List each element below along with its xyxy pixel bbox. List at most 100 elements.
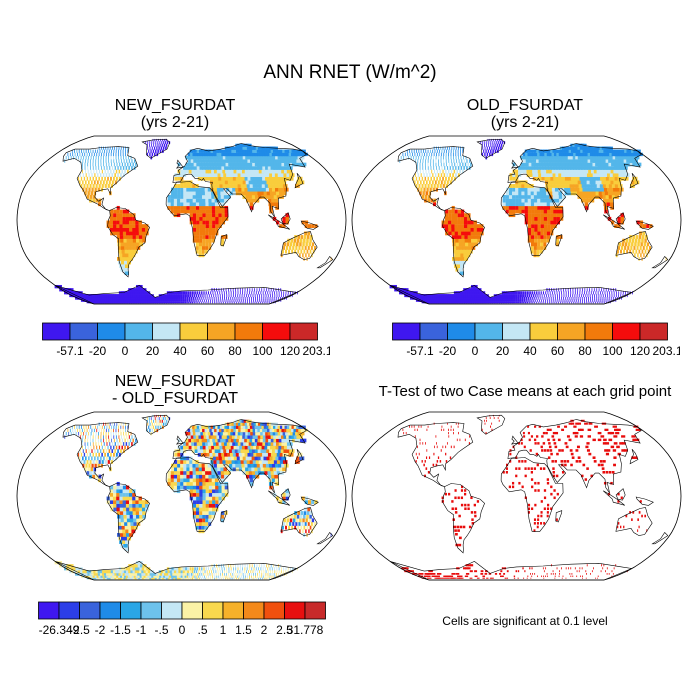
panel-title-old-line2: (yrs 2-21) (490, 114, 560, 131)
panel-title-new-line1: NEW_FSURDAT (114, 97, 236, 114)
colorbar-swatch (179, 322, 208, 341)
colorbar-tick-label: 1 (220, 623, 227, 637)
coastline-new-guinea (300, 496, 319, 506)
colorbar-swatch (447, 322, 476, 341)
colorbar-swatch (69, 322, 98, 341)
coastline-new-guinea (635, 220, 654, 230)
colorbar-swatch (584, 322, 613, 341)
colorbar-tick-label: 60 (551, 344, 565, 358)
coastline-borneo (615, 488, 626, 501)
coastline-new-zealand (316, 532, 334, 545)
coastlines (55, 138, 334, 305)
map-difference (16, 411, 347, 581)
colorbar-tick-label: 60 (201, 344, 215, 358)
colorbar-swatch (234, 322, 263, 341)
coastline-madagascar (220, 510, 228, 523)
colorbar-tick-label: 100 (602, 344, 622, 358)
colorbar-swatch (284, 601, 306, 620)
colorbar-diff: -26.349-2.5 -2 -1.5 -1 -.5 0 .5 1 1.5 2 2.531.778 (38, 601, 326, 637)
colorbar-tick-label: 0 (122, 344, 129, 358)
colorbar-swatch (42, 322, 71, 341)
colorbar-swatch (58, 601, 80, 620)
map-outline (16, 411, 347, 581)
figure-title: ANN RNET (W/m^2) (263, 62, 437, 83)
colorbar-tick-label: 0 (179, 623, 186, 637)
coastlines (390, 138, 669, 305)
coastline-borneo (280, 212, 291, 225)
colorbar-swatch (474, 322, 503, 341)
significance-note: Cells are significant at 0.1 level (442, 614, 608, 628)
coastline-south-america (442, 207, 485, 278)
panel-title-diff-line1: NEW_FSURDAT (114, 373, 236, 390)
colorbar-swatch (152, 322, 181, 341)
colorbar-tick-label: -57.1 (406, 344, 434, 358)
coastline-indonesia (267, 214, 290, 230)
colorbar-swatch (97, 322, 126, 341)
coastlines (55, 414, 334, 581)
coastline-south-america (107, 207, 150, 278)
coastline-new-zealand (651, 532, 669, 545)
panel-title-old: OLD_FSURDAT (yrs 2-21) (350, 97, 700, 131)
coastline-greenland (476, 414, 506, 435)
colorbar-tick-label: 2 (261, 623, 268, 637)
map-grid-cells (54, 138, 332, 304)
colorbar-swatch (207, 322, 236, 341)
map-grid-cells (54, 414, 332, 580)
colorbar-swatch (243, 601, 265, 620)
colorbar-tick-label: -20 (439, 344, 457, 358)
coastline-madagascar (555, 234, 563, 247)
coastline-japan (629, 449, 639, 465)
colorbar-tick-label: 0 (472, 344, 479, 358)
colorbar-tick-label: 2.5 (276, 623, 293, 637)
coastline-eurasia (172, 143, 307, 218)
coastline-indonesia (602, 490, 625, 506)
coastline-new-zealand (651, 256, 669, 269)
colorbar-tick-label: 120 (280, 344, 300, 358)
coastline-madagascar (555, 510, 563, 523)
panel-title-ttest: T-Test of two Case means at each grid po… (378, 383, 672, 400)
coastline-new-guinea (300, 220, 319, 230)
colorbar-tick-label: 20 (496, 344, 510, 358)
map-outline (351, 135, 682, 305)
coastline-great-britain (175, 435, 184, 445)
coastline-north-america (62, 422, 139, 487)
coastline-great-britain (510, 159, 519, 169)
colorbar-swatch (202, 601, 224, 620)
colorbar-swatch (392, 322, 421, 341)
colorbar-tick-label: -57.1 (56, 344, 84, 358)
coastline-antarctica (390, 285, 633, 305)
coastline-australia (615, 231, 653, 260)
coastline-south-america (107, 483, 150, 554)
coastline-borneo (615, 212, 626, 225)
map-grid-cells (389, 138, 667, 304)
colorbar-tick-label: -.5 (154, 623, 168, 637)
colorbar-tick-label: -2 (95, 623, 106, 637)
panel-title-old-line1: OLD_FSURDAT (466, 97, 584, 114)
coastline-africa (500, 457, 564, 532)
colorbar-swatch (161, 601, 183, 620)
colorbar-swatch (612, 322, 641, 341)
map-outline (351, 411, 682, 581)
colorbar-tick-label: 80 (228, 344, 242, 358)
colorbar-tick-label: 40 (523, 344, 537, 358)
map-new-fsurdat (16, 135, 347, 305)
coastline-great-britain (175, 159, 184, 169)
colorbar-tick-label: 1.5 (235, 623, 252, 637)
map-outline (16, 135, 347, 305)
coastline-great-britain (510, 435, 519, 445)
colorbar-tick-label: 20 (146, 344, 160, 358)
colorbar-tick-label: -2.5 (69, 623, 90, 637)
colorbar-tick-label: 31.778 (287, 623, 324, 637)
colorbar-swatch (262, 322, 291, 341)
coastline-new-guinea (635, 496, 654, 506)
colorbar-tick-label: 203.1 (652, 344, 680, 358)
coastline-indonesia (267, 490, 290, 506)
coastline-africa (165, 457, 229, 532)
coastline-antarctica (390, 561, 633, 581)
colorbar-swatch (38, 601, 60, 620)
coastline-africa (165, 181, 229, 256)
coastline-indonesia (602, 214, 625, 230)
coastline-greenland (476, 138, 506, 159)
coastline-australia (280, 231, 318, 260)
coastline-madagascar (220, 234, 228, 247)
